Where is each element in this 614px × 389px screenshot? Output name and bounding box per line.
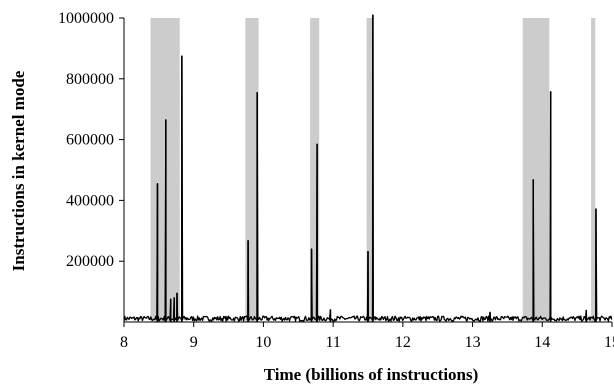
x-tick-label: 12 [395,334,411,351]
x-tick-label: 13 [465,334,481,351]
shaded-region [310,18,320,322]
y-tick-label: 800000 [66,71,114,88]
tick-labels: 8 9 10 11 12 13 14 15 200000 400000 600000 800000 10… [58,10,614,351]
x-tick-label: 8 [120,334,128,351]
shaded-region [522,18,550,322]
y-tick-label: 200000 [66,253,114,270]
x-axis-title: Time (billions of instructions) [264,365,479,384]
x-tick-label: 14 [534,334,550,351]
shaded-region [366,18,373,322]
x-tick-label: 10 [255,334,271,351]
y-axis-title: Instructions in kernel mode [9,70,28,271]
shaded-region [591,18,596,322]
y-tick-label: 600000 [66,132,114,149]
y-tick-label: 400000 [66,192,114,209]
series-line-layer [123,14,613,322]
shaded-regions [150,18,596,322]
x-tick-label: 11 [325,334,340,351]
x-tick-label: 15 [604,334,614,351]
y-tick-label: 1000000 [58,10,114,27]
x-tick-label: 9 [190,334,198,351]
